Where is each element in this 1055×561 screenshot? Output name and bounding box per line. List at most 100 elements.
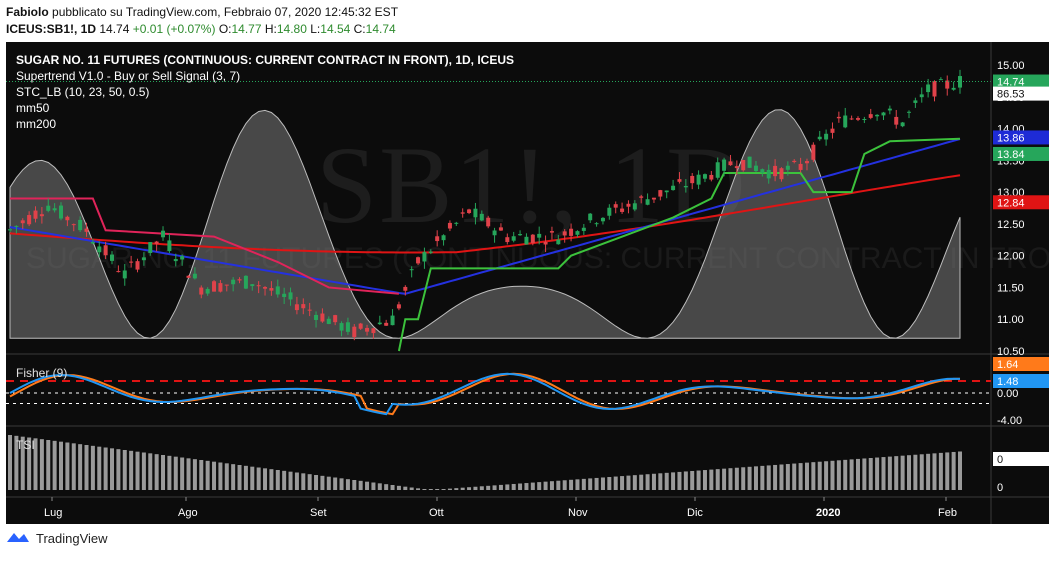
tsi-bar	[435, 489, 440, 490]
price-chart-svg[interactable]: 15.0014.5014.0013.5013.0012.5012.0011.50…	[6, 42, 1049, 524]
tsi-bar	[173, 456, 178, 490]
candle-body	[715, 162, 720, 178]
tradingview-logo-icon[interactable]	[6, 530, 30, 547]
tsi-bar	[27, 437, 32, 490]
candle-body	[333, 315, 338, 323]
tsi-bar	[945, 452, 950, 490]
low-value: 14.54	[320, 22, 351, 36]
candle-body	[702, 174, 707, 179]
candle-body	[881, 112, 886, 116]
candle-body	[505, 237, 510, 243]
candle-body	[192, 273, 197, 279]
price-label-box	[993, 130, 1049, 145]
fisher-line	[9, 372, 961, 416]
tsi-bar	[20, 436, 25, 490]
candle-body	[116, 271, 121, 273]
price-label-text: 86.53	[997, 89, 1025, 101]
candle-body	[59, 205, 64, 219]
tsi-tick-label: 0	[997, 482, 1003, 494]
tsi-bar	[294, 472, 299, 490]
candle-body	[314, 314, 319, 320]
tsi-bar	[103, 447, 108, 490]
candle-body	[301, 304, 306, 309]
candle-body	[269, 288, 274, 291]
footer-brand[interactable]: TradingView	[36, 531, 108, 546]
tsi-bar	[773, 464, 778, 490]
tsi-bar	[690, 470, 695, 490]
supertrend-down-line	[10, 197, 400, 295]
candle-body	[141, 257, 146, 261]
tsi-bar	[734, 467, 739, 490]
candle-body	[798, 163, 803, 170]
candle-body	[792, 160, 797, 163]
tsi-bar	[556, 480, 561, 490]
candle-body	[607, 207, 612, 216]
candle-body	[467, 209, 472, 214]
fisher-signal-line	[9, 372, 961, 416]
tsi-bar	[620, 476, 625, 490]
tsi-bar	[307, 474, 312, 490]
author-name[interactable]: Fabiolo	[6, 5, 49, 19]
candle-body	[498, 227, 503, 231]
candle-body	[556, 239, 561, 245]
candle-body	[785, 165, 790, 170]
fisher-label-box	[993, 357, 1049, 371]
tsi-bar	[900, 455, 905, 490]
tsi-bar	[938, 452, 943, 490]
tsi-bar	[741, 467, 746, 490]
candle-body	[588, 213, 593, 221]
tsi-bar	[804, 462, 809, 490]
candle-body	[671, 185, 676, 191]
candle-body	[486, 217, 491, 227]
candle-body	[237, 279, 242, 281]
published-text: pubblicato su TradingView.com, Febbraio …	[52, 5, 399, 19]
price-tick-label: 11.00	[997, 314, 1024, 326]
chart-area[interactable]: SB1!, 1D SUGAR NO. 11 FUTURES (CONTINUOU…	[6, 42, 1049, 524]
tsi-pane-label[interactable]: TSI	[16, 438, 35, 452]
tsi-bar	[511, 483, 516, 490]
legend-mm50[interactable]: mm50	[16, 101, 50, 115]
candle-body	[543, 241, 548, 245]
legend-stc[interactable]: STC_LB (10, 23, 50, 0.5)	[16, 85, 150, 99]
candle-body	[562, 231, 567, 236]
tsi-bar	[237, 465, 242, 490]
legend-supertrend[interactable]: Supertrend V1.0 - Buy or Sell Signal (3,…	[16, 69, 241, 83]
tsi-bar	[441, 489, 446, 490]
tsi-bar	[747, 466, 752, 490]
price-label-box	[993, 195, 1049, 210]
candle-body	[454, 222, 459, 224]
tsi-bar	[97, 446, 102, 490]
candle-body	[760, 169, 765, 173]
tsi-bar	[84, 445, 89, 490]
tsi-bar	[371, 482, 376, 490]
candle-body	[773, 165, 778, 177]
candle-body	[843, 115, 848, 128]
price-label-text: 13.86	[997, 132, 1025, 144]
candle-body	[747, 156, 752, 168]
tsi-bar	[683, 471, 688, 490]
tsi-bar	[122, 450, 127, 490]
candle-body	[722, 159, 727, 171]
candle-body	[594, 223, 599, 225]
candle-body	[887, 108, 892, 111]
candle-body	[173, 259, 178, 262]
candle-body	[919, 94, 924, 98]
candle-body	[263, 286, 268, 289]
candle-body	[664, 190, 669, 193]
tsi-bar	[78, 444, 83, 490]
candle-body	[741, 159, 746, 171]
candle-body	[511, 236, 516, 241]
tsi-bar	[881, 457, 886, 490]
price-tick-label: 10.50	[997, 346, 1025, 358]
time-tick-label: Lug	[44, 507, 62, 519]
tsi-bar	[467, 487, 472, 490]
legend-mm200[interactable]: mm200	[16, 117, 57, 131]
tsi-bar	[345, 479, 350, 490]
tsi-bar	[836, 460, 841, 490]
tsi-bar	[180, 457, 185, 490]
tsi-bar	[677, 471, 682, 490]
candle-body	[906, 111, 911, 113]
fisher-pane-label[interactable]: Fisher (9)	[16, 366, 68, 380]
tsi-bar	[352, 480, 357, 490]
tsi-bar	[326, 476, 331, 490]
